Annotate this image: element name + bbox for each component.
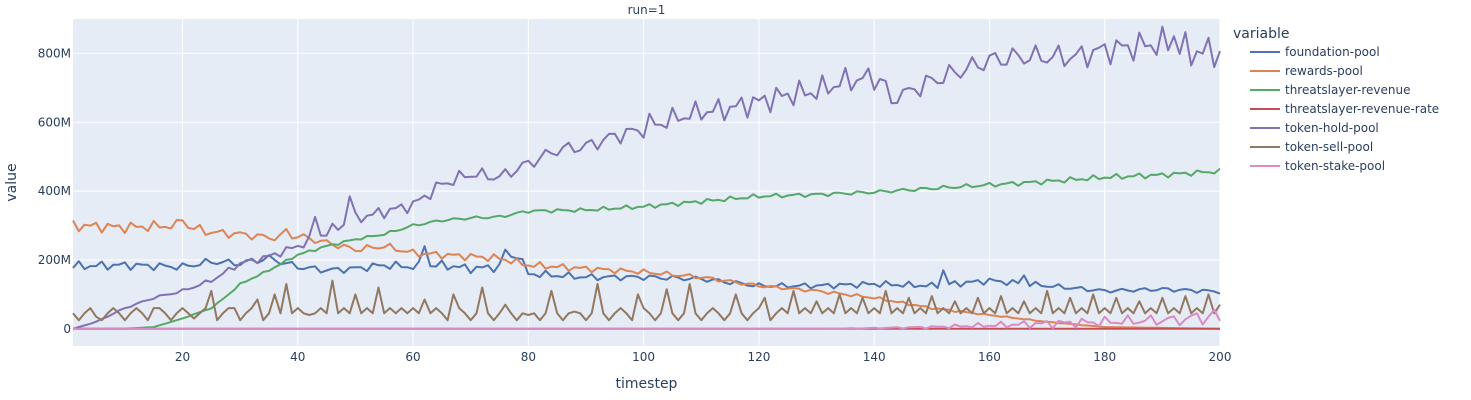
x-tick-label: 80 (521, 350, 536, 364)
series-line-rewards-pool (72, 219, 1221, 330)
x-tick-label: 180 (1093, 350, 1116, 364)
legend-label: token-sell-pool (1285, 140, 1373, 154)
legend-label: token-stake-pool (1285, 159, 1385, 173)
x-tick-label: 60 (405, 350, 420, 364)
x-tick-label: 100 (632, 350, 655, 364)
x-tick-label: 40 (290, 350, 305, 364)
y-tick-label: 800M (38, 46, 71, 60)
legend-title: variable (1233, 26, 1289, 42)
facet-title: run=1 (628, 3, 666, 17)
y-axis-ticks: 0 200M 400M 600M 800M (38, 46, 71, 335)
legend: variable foundation-pool rewards-pool thre… (1233, 26, 1439, 173)
y-axis-title: value (4, 163, 20, 201)
x-axis-ticks: 20 40 60 80 100 120 140 160 180 200 (175, 350, 1232, 364)
series-line-threatslayer-revenue (73, 167, 1221, 330)
x-tick-label: 20 (175, 350, 190, 364)
x-tick-label: 140 (863, 350, 886, 364)
legend-label: threatslayer-revenue-rate (1285, 102, 1439, 116)
y-tick-label: 400M (38, 184, 71, 198)
x-tick-label: 200 (1209, 350, 1232, 364)
y-tick-label: 200M (38, 253, 71, 267)
legend-label: token-hold-pool (1285, 121, 1379, 135)
series-lines (72, 25, 1221, 330)
legend-label: threatslayer-revenue (1285, 83, 1410, 97)
y-tick-label: 600M (38, 115, 71, 129)
series-line-token-sell-pool (72, 279, 1221, 322)
x-tick-label: 160 (978, 350, 1001, 364)
x-axis-title: timestep (616, 376, 678, 392)
series-line-token-stake-pool (73, 308, 1221, 330)
legend-label: foundation-pool (1285, 45, 1380, 59)
y-tick-label: 0 (63, 322, 71, 336)
series-line-foundation-pool (72, 245, 1221, 295)
series-line-token-hold-pool (72, 25, 1221, 330)
legend-label: rewards-pool (1285, 64, 1363, 78)
x-tick-label: 120 (747, 350, 770, 364)
